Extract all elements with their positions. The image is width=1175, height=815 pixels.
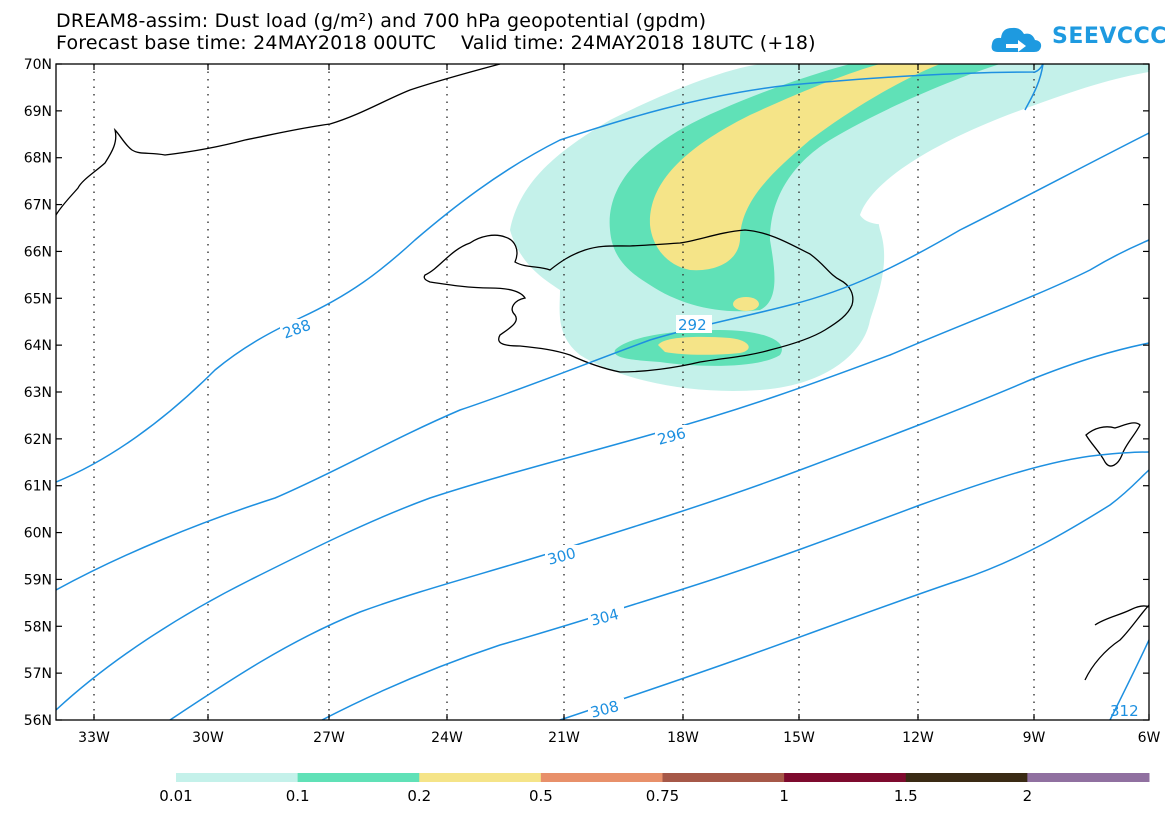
lon-label: 18W xyxy=(667,730,699,746)
contour-300 xyxy=(169,342,1149,720)
lon-label: 15W xyxy=(783,730,815,746)
contour-288 xyxy=(56,64,1044,483)
colorbar-swatch xyxy=(176,773,299,782)
dust-region-high-spot xyxy=(733,297,759,311)
coastline-greenland xyxy=(56,64,501,216)
contour-label-304-bg xyxy=(588,606,624,624)
lat-axis: 70N 69N 68N 67N 66N 65N 64N 63N 62N 61N 60N 59N 58N 5… xyxy=(24,57,1149,729)
lat-label: 62N xyxy=(24,432,52,448)
lat-label: 64N xyxy=(24,338,52,354)
lat-label: 57N xyxy=(24,666,52,682)
lon-label: 33W xyxy=(78,730,110,746)
contour-308 xyxy=(559,469,1149,720)
lon-label: 6W xyxy=(1138,730,1161,746)
contour-label-296-bg xyxy=(655,425,691,443)
contour-304 xyxy=(321,451,1149,720)
lon-label: 21W xyxy=(548,730,580,746)
contour-label-308: 308 xyxy=(588,697,620,722)
coastlines xyxy=(56,64,1149,681)
contour-label-288-bg xyxy=(280,319,314,337)
contour-label-292-bg xyxy=(676,315,712,333)
colorbar-label: 1.5 xyxy=(894,787,918,805)
colorbar-label: 1 xyxy=(779,787,789,805)
colorbar-label: 0.01 xyxy=(159,787,192,805)
lon-label: 12W xyxy=(902,730,934,746)
lon-axis: 33W 30W 27W 24W 21W 18W 15W 12W 9W 6W xyxy=(78,64,1161,746)
colorbar-swatch xyxy=(784,773,907,782)
contour-312 xyxy=(1109,639,1149,720)
contour-292 xyxy=(56,132,1149,591)
coastline-scotland-north xyxy=(1094,605,1149,626)
lat-label: 65N xyxy=(24,291,52,307)
lat-label: 70N xyxy=(24,57,52,73)
contour-296 xyxy=(56,239,1149,711)
cloud-icon xyxy=(991,27,1042,52)
colorbar-label: 0.2 xyxy=(407,787,431,805)
lat-label: 63N xyxy=(24,385,52,401)
lat-label: 61N xyxy=(24,479,52,495)
contour-label-300-bg xyxy=(545,545,581,563)
lat-label: 66N xyxy=(24,244,52,260)
contour-label-308-bg xyxy=(588,698,624,716)
contours xyxy=(56,64,1149,720)
lon-label: 9W xyxy=(1023,730,1046,746)
colorbar-swatch xyxy=(419,773,542,782)
colorbar-label: 2 xyxy=(1023,787,1033,805)
colorbar-swatch xyxy=(905,773,1028,782)
map-panel: 288 292 296 300 304 308 312 70N69N68N67N… xyxy=(24,57,1161,746)
lat-label: 60N xyxy=(24,526,52,542)
contour-label-292: 292 xyxy=(678,316,707,334)
colorbar-swatch xyxy=(297,773,420,782)
dust-region-gap xyxy=(860,72,1149,225)
logo-text: SEEVCCC xyxy=(1052,24,1167,49)
lat-label: 58N xyxy=(24,619,52,635)
lat-label: 59N xyxy=(24,572,52,588)
chart-subtitle: Forecast base time: 24MAY2018 00UTC Vali… xyxy=(56,32,816,54)
chart-title: DREAM8-assim: Dust load (g/m²) and 700 h… xyxy=(56,10,707,32)
colorbar-label: 0.5 xyxy=(529,787,553,805)
colorbar-label: 0.75 xyxy=(646,787,679,805)
coastline-faroe xyxy=(1085,422,1141,467)
colorbar-swatch xyxy=(540,773,663,782)
lon-label: 24W xyxy=(431,730,463,746)
coastline-scotland xyxy=(1084,604,1149,681)
dust-region-high-south xyxy=(658,336,749,355)
lon-label: 27W xyxy=(313,730,345,746)
dust-region-high xyxy=(649,64,940,271)
lat-label: 68N xyxy=(24,151,52,167)
lat-label: 69N xyxy=(24,104,52,120)
lon-label: 30W xyxy=(192,730,224,746)
lat-label: 56N xyxy=(24,713,52,729)
colorbar-swatch xyxy=(1027,773,1150,782)
colorbar-label: 0.1 xyxy=(286,787,310,805)
coastline-iceland xyxy=(423,229,854,373)
colorbar-swatch xyxy=(662,773,785,782)
contour-288b xyxy=(1024,64,1044,111)
lat-label: 67N xyxy=(24,198,52,214)
contour-label-312: 312 xyxy=(1110,702,1139,720)
